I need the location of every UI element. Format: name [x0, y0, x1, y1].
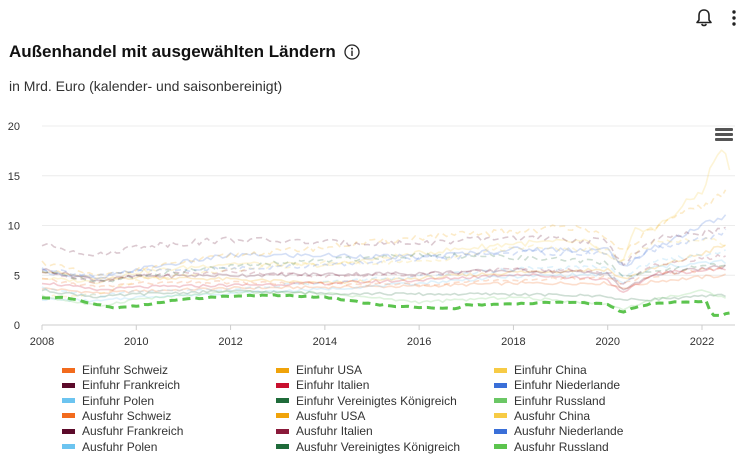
legend-item[interactable]: Ausfuhr Vereinigtes Königreich	[276, 440, 460, 454]
legend-swatch	[494, 444, 507, 449]
line-chart: 0 5 10 15 20 2008 2010 2012 2014 2016 2018 2020 202…	[8, 121, 735, 348]
chart-grid	[42, 125, 735, 326]
y-tick-label: 5	[14, 270, 20, 282]
series-line-5[interactable]	[41, 214, 727, 280]
legend-item[interactable]: Ausfuhr Russland	[494, 440, 609, 454]
legend-label: Einfuhr Polen	[82, 393, 155, 408]
chart-subtitle: in Mrd. Euro (kalender- und saisonberein…	[9, 78, 283, 94]
legend-label: Einfuhr Frankreich	[82, 378, 181, 393]
legend-item[interactable]: Einfuhr Vereinigtes Königreich	[276, 394, 457, 408]
legend-item[interactable]: Einfuhr Schweiz	[62, 363, 168, 377]
y-tick-label: 0	[14, 320, 20, 332]
legend-label: Ausfuhr Niederlande	[514, 424, 624, 439]
legend-label: Ausfuhr Italien	[296, 424, 373, 439]
series-line-13[interactable]	[41, 253, 726, 285]
legend-label: Einfuhr USA	[296, 363, 363, 377]
page-title: Außenhandel mit ausgewählten Ländern	[9, 42, 336, 61]
chart-menu-button[interactable]	[715, 128, 733, 142]
legend-swatch	[276, 413, 289, 419]
series-line-12[interactable]	[41, 226, 726, 266]
legend-swatch	[494, 428, 507, 434]
legend-label: Einfuhr China	[514, 363, 587, 377]
chart-series	[41, 149, 731, 317]
y-axis-ticks: 0 5 10 15 20	[8, 121, 20, 332]
more-vertical-icon[interactable]	[724, 7, 744, 29]
x-tick-label: 2008	[30, 336, 54, 348]
legend-item[interactable]: Ausfuhr Italien	[276, 424, 373, 438]
x-tick-label: 2020	[595, 336, 619, 348]
legend-label: Einfuhr Niederlande	[514, 378, 621, 393]
series-line-0[interactable]	[41, 273, 726, 295]
legend-item[interactable]: Einfuhr Russland	[494, 394, 605, 408]
legend-swatch	[276, 367, 289, 373]
legend-swatch	[62, 428, 75, 434]
legend-swatch	[494, 382, 507, 388]
x-axis-ticks: 2008 2010 2012 2014 2016 2018 2020 2022	[30, 325, 714, 348]
legend-item[interactable]: Ausfuhr Schweiz	[62, 409, 171, 423]
legend-label: Einfuhr Schweiz	[82, 363, 169, 377]
legend-swatch	[62, 444, 75, 449]
chart-title-row: Außenhandel mit ausgewählten Ländern	[9, 42, 360, 62]
legend-item[interactable]: Ausfuhr Polen	[62, 440, 157, 454]
x-tick-label: 2016	[407, 336, 431, 348]
x-tick-label: 2018	[501, 336, 525, 348]
series-line-6[interactable]	[41, 259, 727, 303]
legend-label: Ausfuhr China	[514, 408, 591, 423]
series-line-10[interactable]	[41, 189, 727, 276]
y-tick-label: 20	[8, 121, 20, 133]
legend-item[interactable]: Ausfuhr Niederlande	[494, 424, 623, 438]
series-line-1[interactable]	[41, 244, 726, 285]
series-line-11[interactable]	[41, 237, 726, 299]
legend-label: Ausfuhr Vereinigtes Königreich	[296, 439, 461, 454]
legend-swatch	[276, 444, 289, 449]
legend-item[interactable]: Ausfuhr Frankreich	[62, 424, 183, 438]
series-line-4[interactable]	[41, 267, 726, 293]
legend-item[interactable]: Ausfuhr USA	[276, 409, 365, 423]
legend-label: Einfuhr Italien	[296, 378, 370, 393]
legend-label: Ausfuhr Schweiz	[82, 408, 172, 423]
legend-swatch	[276, 382, 289, 388]
legend-item[interactable]: Einfuhr China	[494, 363, 587, 377]
legend-swatch	[62, 398, 75, 404]
legend-item[interactable]: Einfuhr Frankreich	[62, 378, 180, 392]
info-icon[interactable]	[344, 44, 360, 60]
bell-icon[interactable]	[694, 7, 714, 29]
series-line-16[interactable]	[41, 252, 726, 283]
x-tick-label: 2022	[690, 336, 714, 348]
legend-item[interactable]: Ausfuhr China	[494, 409, 590, 423]
legend-label: Ausfuhr Russland	[514, 439, 609, 454]
legend-label: Ausfuhr Polen	[82, 439, 158, 454]
legend-label: Ausfuhr USA	[296, 408, 366, 423]
legend-swatch	[276, 428, 289, 434]
legend-swatch	[62, 367, 75, 373]
series-line-3[interactable]	[41, 264, 727, 291]
legend-swatch	[62, 413, 75, 419]
legend-swatch	[62, 382, 75, 388]
y-tick-label: 10	[8, 221, 20, 233]
legend-swatch	[494, 367, 507, 373]
series-line-15[interactable]	[41, 249, 726, 298]
series-line-14[interactable]	[41, 228, 727, 278]
x-tick-label: 2014	[313, 336, 337, 348]
top-toolbar	[694, 6, 744, 30]
legend-label: Einfuhr Russland	[514, 393, 606, 408]
legend-item[interactable]: Einfuhr Polen	[62, 394, 154, 408]
legend-item[interactable]: Einfuhr Italien	[276, 378, 369, 392]
series-line-2[interactable]	[41, 149, 731, 285]
series-line-7[interactable]	[41, 288, 726, 302]
legend-item[interactable]: Einfuhr USA	[276, 363, 362, 377]
legend-item[interactable]: Einfuhr Niederlande	[494, 378, 620, 392]
legend-label: Ausfuhr Frankreich	[82, 424, 184, 439]
x-tick-label: 2012	[218, 336, 242, 348]
legend-swatch	[494, 413, 507, 419]
legend-swatch	[276, 398, 289, 404]
legend-label: Einfuhr Vereinigtes Königreich	[296, 393, 457, 408]
series-line-9[interactable]	[41, 264, 726, 289]
x-tick-label: 2010	[124, 336, 148, 348]
y-tick-label: 15	[8, 171, 20, 183]
legend-swatch	[494, 398, 507, 404]
